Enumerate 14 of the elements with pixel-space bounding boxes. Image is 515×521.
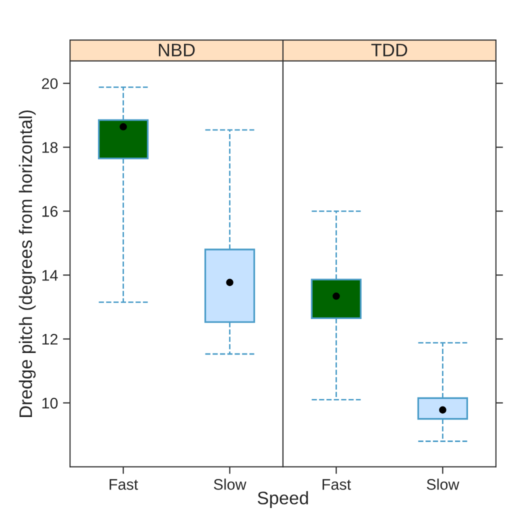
x-tick-label: Fast: [322, 479, 351, 490]
y-tick-label: 18: [42, 142, 58, 153]
x-tick-label: Slow: [426, 478, 460, 490]
x-axis-title: Speed: [258, 491, 308, 508]
x-tick-label: Slow: [214, 478, 246, 490]
y-tick-label: 12: [42, 334, 58, 345]
y-axis-title: Dredge pitch (degrees from horizontal): [18, 110, 36, 417]
chart-title: TDD: [371, 44, 408, 56]
y-tick-label: 14: [42, 270, 58, 281]
y-tick-label: 10: [42, 398, 58, 409]
y-tick-label: 20: [42, 78, 58, 90]
x-tick-label: Fast: [110, 479, 138, 490]
chart-title: NBD: [158, 44, 195, 56]
y-tick-label: 16: [42, 206, 58, 217]
